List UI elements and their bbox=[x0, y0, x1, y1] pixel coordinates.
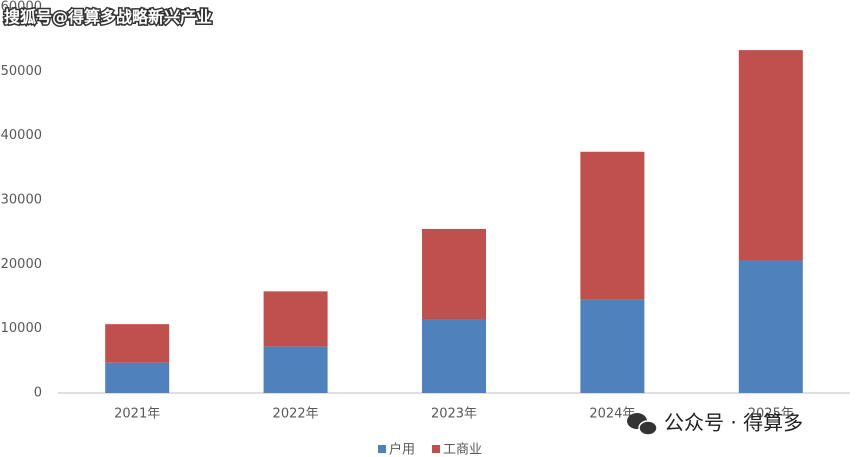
bar-segment bbox=[105, 324, 170, 363]
legend-label: 工商业 bbox=[443, 443, 482, 457]
y-tick-label: 50000 bbox=[1, 64, 42, 79]
legend-label: 户用 bbox=[389, 442, 415, 457]
y-tick-label: 0 bbox=[34, 386, 42, 401]
legend-swatch bbox=[432, 445, 441, 453]
y-tick-label: 10000 bbox=[1, 321, 42, 336]
bar-segment bbox=[580, 151, 645, 300]
y-tick-label: 60000 bbox=[1, 0, 42, 15]
x-tick-label: 2025年 bbox=[748, 407, 794, 422]
x-tick-label: 2024年 bbox=[589, 407, 635, 422]
bar-segment bbox=[263, 291, 328, 347]
y-tick-label: 20000 bbox=[1, 257, 42, 272]
y-tick-label: 40000 bbox=[1, 128, 42, 143]
bar-segment bbox=[422, 319, 486, 393]
watermark: 搜狐号@得算多战略新兴产业 bbox=[4, 8, 212, 27]
x-tick-label: 2022年 bbox=[273, 407, 319, 422]
bar-segment bbox=[738, 50, 803, 261]
bar-segment bbox=[580, 299, 645, 393]
watermark: 公众号 · 得算多 bbox=[664, 411, 803, 435]
bar-segment bbox=[263, 346, 328, 393]
legend-swatch bbox=[378, 445, 386, 453]
bar-segment bbox=[738, 260, 803, 393]
wechat-icon bbox=[627, 413, 658, 436]
x-tick-label: 2023年 bbox=[431, 407, 477, 422]
x-tick-label: 2021年 bbox=[114, 407, 160, 422]
y-tick-label: 30000 bbox=[1, 193, 42, 208]
bar-segment bbox=[422, 228, 486, 320]
bar-segment bbox=[105, 362, 170, 393]
